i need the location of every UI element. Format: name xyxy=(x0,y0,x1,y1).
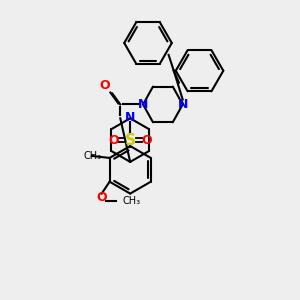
Text: S: S xyxy=(125,133,136,148)
Text: O: O xyxy=(99,79,110,92)
Text: CH₃: CH₃ xyxy=(84,151,102,161)
Text: CH₃: CH₃ xyxy=(122,196,141,206)
Text: N: N xyxy=(138,98,148,111)
Text: O: O xyxy=(96,191,107,204)
Text: O: O xyxy=(108,134,119,147)
Text: O: O xyxy=(142,134,152,147)
Text: N: N xyxy=(178,98,188,111)
Text: N: N xyxy=(125,111,135,124)
